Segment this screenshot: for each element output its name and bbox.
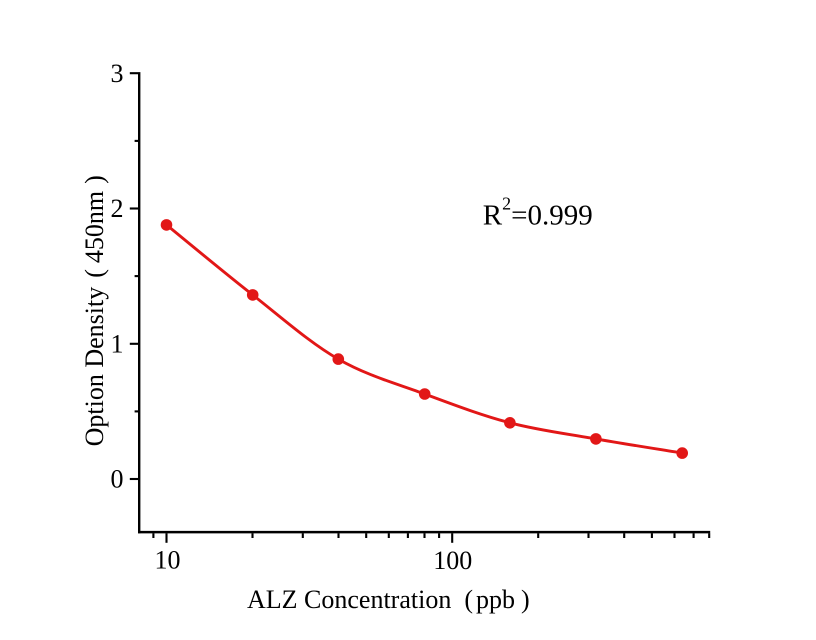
svg-text:2: 2 <box>111 194 124 223</box>
svg-text:100: 100 <box>433 546 472 575</box>
svg-text:3: 3 <box>111 59 124 88</box>
svg-text:R2=0.999: R2=0.999 <box>483 194 593 232</box>
svg-text:10: 10 <box>155 546 181 575</box>
svg-text:ALZ Concentration(ppb): ALZ Concentration(ppb) <box>247 585 530 614</box>
svg-text:Option Density(450nm): Option Density(450nm) <box>80 175 109 446</box>
svg-text:1: 1 <box>111 329 124 358</box>
svg-text:0: 0 <box>111 465 124 494</box>
